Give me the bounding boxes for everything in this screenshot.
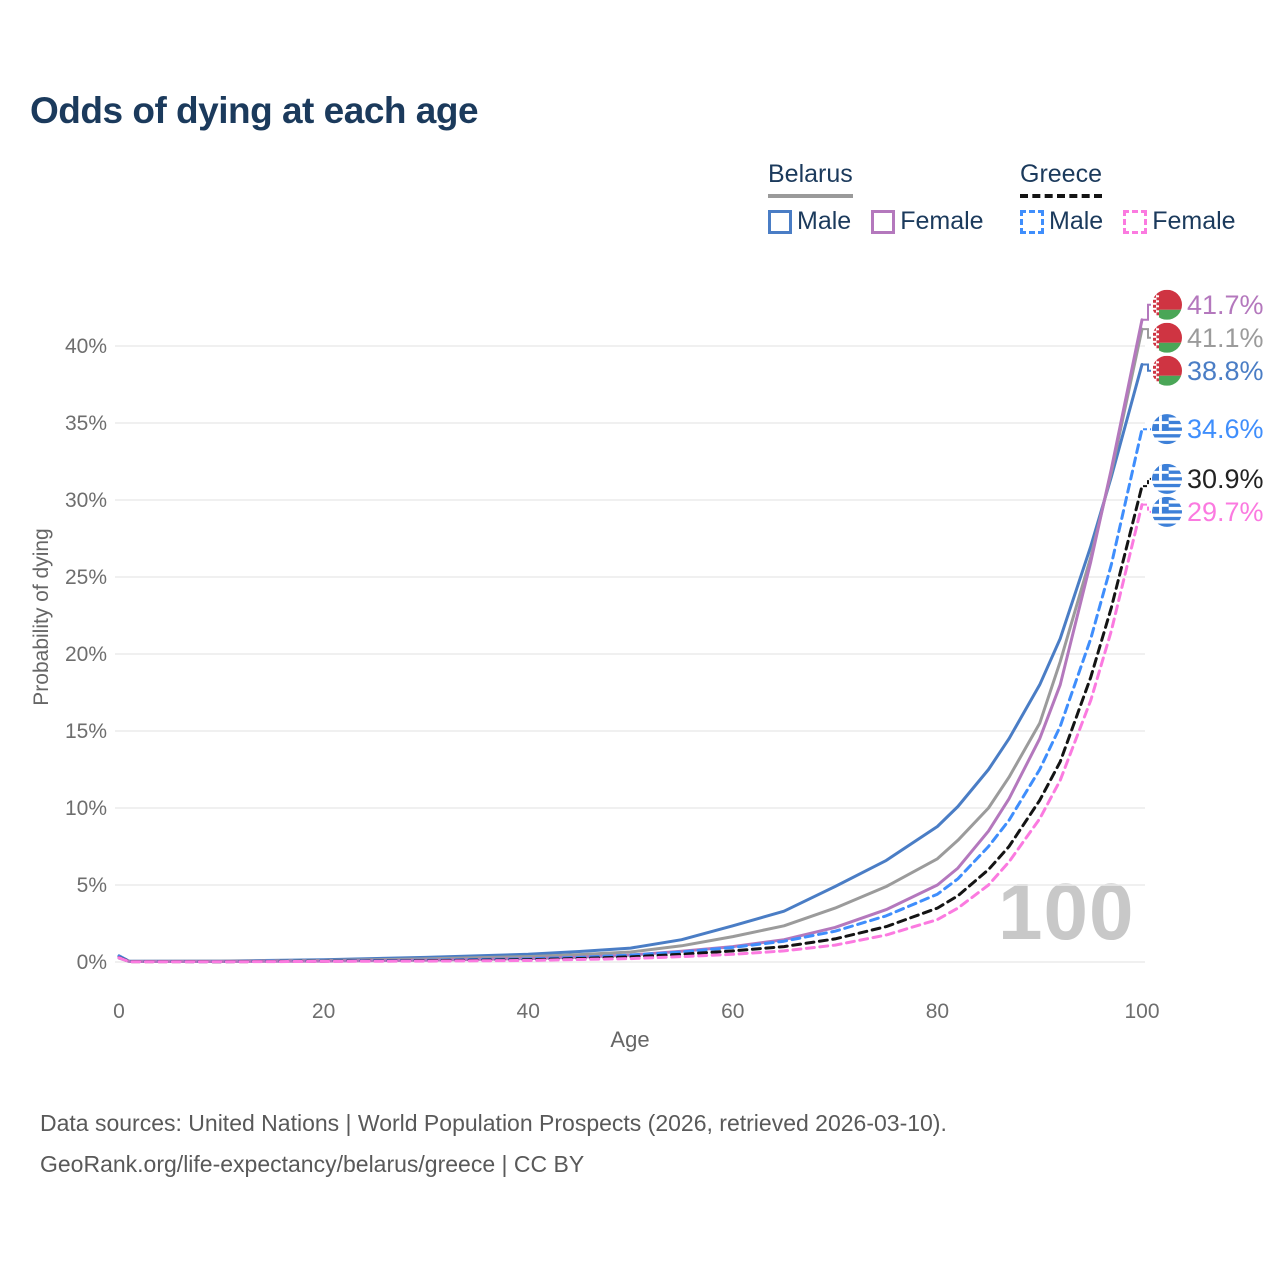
- y-tick-label-10: 10%: [65, 797, 107, 820]
- legend-item-label: Male: [797, 207, 852, 235]
- end-label-belarus-female: 41.7%: [1187, 290, 1264, 320]
- legend-items-belarus: Male Female: [768, 207, 984, 236]
- greece-flag-icon: [1152, 463, 1182, 494]
- y-tick-label-5: 5%: [77, 874, 107, 897]
- end-label-belarus-male: 38.8%: [1187, 356, 1264, 386]
- belarus-flag-icon: [1152, 289, 1182, 320]
- y-tick-label-30: 30%: [65, 489, 107, 512]
- greece-flag-icon: [1152, 496, 1182, 527]
- greece-flag-icon: [1152, 414, 1182, 445]
- legend-item-greece-female: Female: [1123, 207, 1236, 236]
- end-label-belarus-both: 41.1%: [1187, 323, 1264, 353]
- x-tick-label-0: 0: [113, 1000, 125, 1023]
- greece-female-swatch-icon: [1123, 209, 1148, 234]
- legend-group-greece: Greece Male Female: [1020, 160, 1236, 236]
- y-tick-label-25: 25%: [65, 566, 107, 589]
- y-tick-label-35: 35%: [65, 412, 107, 435]
- series-line-greece-male: [117, 427, 1144, 964]
- y-tick-label-15: 15%: [65, 720, 107, 743]
- y-tick-label-0: 0%: [77, 951, 107, 974]
- series-line-greece-both: [117, 484, 1144, 964]
- x-tick-label-60: 60: [721, 1000, 744, 1023]
- legend-group-greece-title: Greece: [1020, 160, 1102, 198]
- series-line-greece-female: [117, 503, 1144, 964]
- data-sources-text: Data sources: United Nations | World Pop…: [40, 1110, 947, 1136]
- series-line-belarus-both: [117, 327, 1144, 963]
- x-tick-label-100: 100: [1124, 1000, 1159, 1023]
- series-line-belarus-female: [117, 318, 1144, 963]
- x-axis-title: Age: [610, 1027, 650, 1052]
- end-label-leader-greece-both: [1143, 477, 1151, 488]
- legend-item-belarus-female: Female: [871, 207, 984, 236]
- end-label-leader-belarus-male: [1143, 363, 1151, 372]
- legend-item-label: Male: [1049, 207, 1104, 235]
- end-label-greece-female: 29.7%: [1187, 497, 1264, 527]
- legend-item-label: Female: [900, 207, 984, 235]
- y-tick-label-20: 20%: [65, 643, 107, 666]
- y-tick-label-40: 40%: [65, 335, 107, 358]
- belarus-flag-icon: [1152, 355, 1182, 386]
- end-label-leader-greece-female: [1143, 503, 1151, 513]
- x-tick-label-40: 40: [517, 1000, 540, 1023]
- legend-item-belarus-male: Male: [768, 207, 851, 236]
- legend-items-greece: Male Female: [1020, 207, 1236, 236]
- belarus-female-swatch-icon: [871, 209, 896, 234]
- series-line-belarus-male: [117, 363, 1144, 963]
- belarus-flag-icon: [1152, 322, 1182, 353]
- page-title: Odds of dying at each age: [30, 90, 479, 131]
- y-axis-title: Probability of dying: [30, 528, 53, 706]
- end-label-leader-belarus-both: [1143, 328, 1151, 339]
- legend-item-label: Female: [1152, 207, 1236, 235]
- greece-male-swatch-icon: [1020, 209, 1044, 234]
- legend-item-greece-male: Male: [1020, 207, 1103, 236]
- x-tick-label-80: 80: [926, 1000, 949, 1023]
- legend-group-belarus: Belarus Male Female: [768, 160, 984, 236]
- end-label-greece-both: 30.9%: [1187, 464, 1264, 494]
- belarus-male-swatch-icon: [768, 209, 792, 234]
- end-label-leader-belarus-female: [1143, 303, 1151, 321]
- x-tick-label-20: 20: [312, 1000, 335, 1023]
- legend-group-belarus-title: Belarus: [768, 160, 853, 198]
- end-label-greece-male: 34.6%: [1187, 414, 1264, 444]
- attribution-text: GeoRank.org/life-expectancy/belarus/gree…: [40, 1151, 585, 1177]
